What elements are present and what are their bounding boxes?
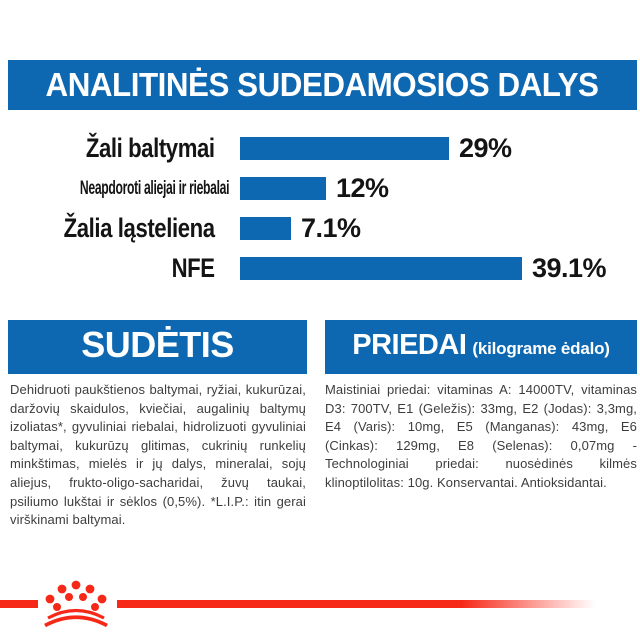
bar-row: Neapdoroti aliejai ir riebalai 12% (0, 168, 640, 208)
royal-canin-crown-icon (44, 580, 108, 628)
bar (240, 136, 449, 160)
bar-value-label: 29% (459, 132, 512, 163)
bar-value-label: 7.1% (301, 212, 361, 243)
bar-category-label: NFE (171, 252, 215, 283)
additives-title: PRIEDAI (352, 329, 467, 361)
bar-category-label: Žali baltymai (85, 132, 215, 163)
composition-header: SUDĖTIS (8, 320, 307, 374)
bar-row: NFE 39.1% (0, 248, 640, 288)
bar-row: Žali baltymai 29% (0, 128, 640, 168)
bar (240, 216, 291, 240)
bar (240, 256, 522, 280)
bar (240, 176, 326, 200)
additives-header: PRIEDAI (kilograme ėdalo) (325, 320, 637, 374)
bar-chart: Žali baltymai 29% Neapdoroti aliejai ir ri… (0, 128, 640, 288)
composition-body-text: Dehidruoti paukštienos baltymai, ryžiai,… (10, 382, 306, 528)
brand-rule-left (0, 600, 38, 608)
additives-title-suffix: (kilograme ėdalo) (472, 339, 610, 358)
bar-value-label: 12% (336, 172, 389, 203)
bar-value-label: 39.1% (532, 252, 607, 283)
brand-rule-right (117, 600, 595, 608)
bar-row: Žalia ląsteliena 7.1% (0, 208, 640, 248)
banner-title: ANALITINĖS SUDEDAMOSIOS DALYS (46, 66, 599, 103)
analytical-constituents-banner: ANALITINĖS SUDEDAMOSIOS DALYS (8, 60, 637, 110)
composition-title: SUDĖTIS (81, 324, 234, 365)
additives-body-text: Maistiniai priedai: vitaminas A: 14000TV… (325, 382, 637, 490)
bar-category-label: Žalia ląsteliena (63, 212, 215, 243)
bar-category-label: Neapdoroti aliejai ir riebalai (79, 177, 230, 199)
